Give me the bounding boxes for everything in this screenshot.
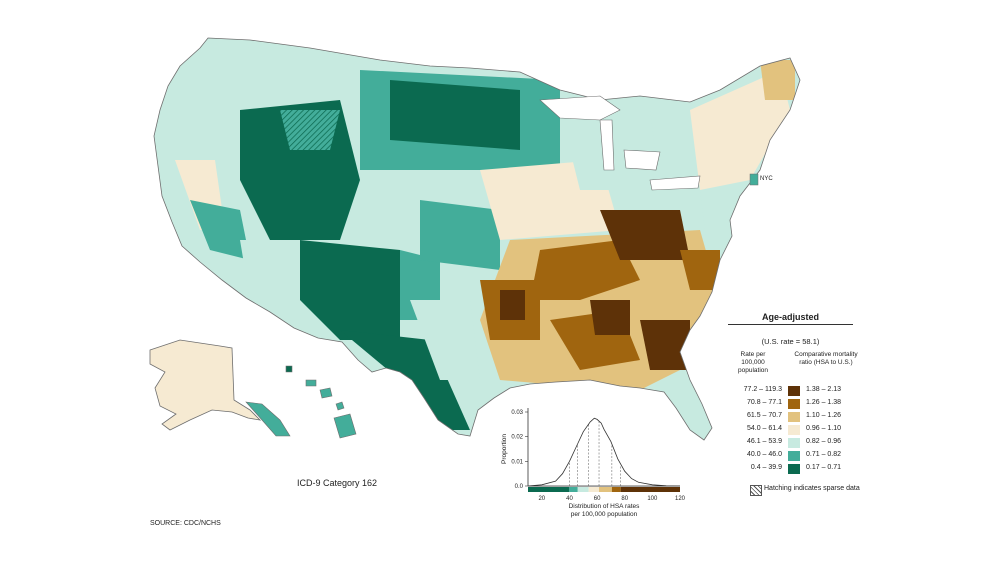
legend-swatch [788, 399, 800, 409]
legend-title: Age-adjusted [728, 312, 853, 325]
legend-swatch [788, 438, 800, 448]
legend-row: 77.2 – 119.3 1.38 – 2.13 [728, 386, 858, 397]
legend-row: 0.4 – 39.9 0.17 – 0.71 [728, 464, 858, 475]
legend-row: 70.8 – 77.1 1.26 – 1.38 [728, 399, 858, 410]
legend-ratio-range: 1.38 – 2.13 [806, 386, 842, 393]
hatch-swatch [750, 485, 762, 496]
color-bar-segment [611, 487, 621, 492]
nyc-inset [749, 173, 759, 186]
x-tick-label: 100 [647, 496, 658, 502]
legend-ratio-range: 0.17 – 0.71 [806, 464, 842, 471]
distribution-inset: 0.03 0.02 0.01 0.0 Proportion 20 40 60 80 100 120 D… [488, 398, 698, 533]
legend-swatch [788, 451, 800, 461]
icd-category-label: ICD-9 Category 162 [297, 478, 378, 488]
x-tick-label: 20 [538, 496, 545, 502]
y-axis-label: Proportion [501, 434, 508, 464]
legend-row: 40.0 – 46.0 0.71 – 0.82 [728, 451, 858, 462]
legend-swatch [788, 425, 800, 435]
x-tick-label: 80 [621, 496, 628, 502]
legend-swatch [788, 386, 800, 396]
x-axis-label-line2: per 100,000 population [571, 511, 638, 518]
legend-swatch [788, 412, 800, 422]
y-tick-label: 0.01 [511, 459, 523, 465]
legend-rate-range: 77.2 – 119.3 [743, 386, 782, 393]
color-bar-segment [528, 487, 570, 492]
legend-row: 46.1 – 53.9 0.82 – 0.96 [728, 438, 858, 449]
legend: Age-adjusted (U.S. rate = 58.1) Rate per… [728, 312, 860, 512]
nyc-label: NYC [760, 176, 773, 182]
legend-row: 61.5 – 70.7 1.10 – 1.26 [728, 412, 858, 423]
hawaii [285, 365, 357, 439]
legend-rate-range: 0.4 – 39.9 [750, 464, 782, 471]
legend-ratio-range: 1.26 – 1.38 [806, 399, 842, 406]
legend-rate-range: 61.5 – 70.7 [746, 412, 782, 419]
x-tick-label: 60 [594, 496, 601, 502]
legend-us-rate: (U.S. rate = 58.1) [761, 337, 820, 346]
great-lakes [539, 95, 701, 191]
distribution-chart: 0.03 0.02 0.01 0.0 Proportion 20 40 60 80 100 120 D… [501, 408, 686, 518]
source-label: SOURCE: CDC/NCHS [150, 520, 221, 527]
color-bar-segment [577, 487, 589, 492]
legend-rate-range: 70.8 – 77.1 [746, 399, 782, 406]
distribution-curve [527, 417, 681, 487]
alaska-southeast [245, 401, 291, 437]
color-bar-segment [588, 487, 600, 492]
legend-ratio-range: 0.71 – 0.82 [806, 451, 842, 458]
legend-rate-range: 54.0 – 61.4 [746, 425, 782, 432]
x-axis-label: Distribution of HSA rates [569, 503, 641, 510]
x-tick-label: 120 [675, 496, 686, 502]
color-bar-segment [620, 487, 680, 492]
legend-swatch [788, 464, 800, 474]
y-tick-label: 0.02 [511, 435, 523, 441]
x-tick-label: 40 [566, 496, 573, 502]
color-bar-segment [599, 487, 612, 492]
legend-ratio-header: Comparative mortality ratio (HSA to U.S.… [794, 351, 858, 366]
hatch-note-text: Hatching indicates sparse data [764, 485, 860, 492]
legend-row: 54.0 – 61.4 0.96 – 1.10 [728, 425, 858, 436]
legend-ratio-range: 0.82 – 0.96 [806, 438, 842, 445]
y-tick-label: 0.03 [511, 410, 523, 416]
legend-rate-range: 46.1 – 53.9 [746, 438, 782, 445]
legend-ratio-range: 1.10 – 1.26 [806, 412, 842, 419]
legend-ratio-range: 0.96 – 1.10 [806, 425, 842, 432]
color-bar-segment [569, 487, 578, 492]
contiguous-us [154, 38, 800, 440]
legend-rate-header: Rate per 100,000 population [738, 351, 768, 374]
legend-rate-range: 40.0 – 46.0 [746, 451, 782, 458]
y-tick-label: 0.0 [515, 484, 524, 490]
alaska [149, 339, 262, 431]
